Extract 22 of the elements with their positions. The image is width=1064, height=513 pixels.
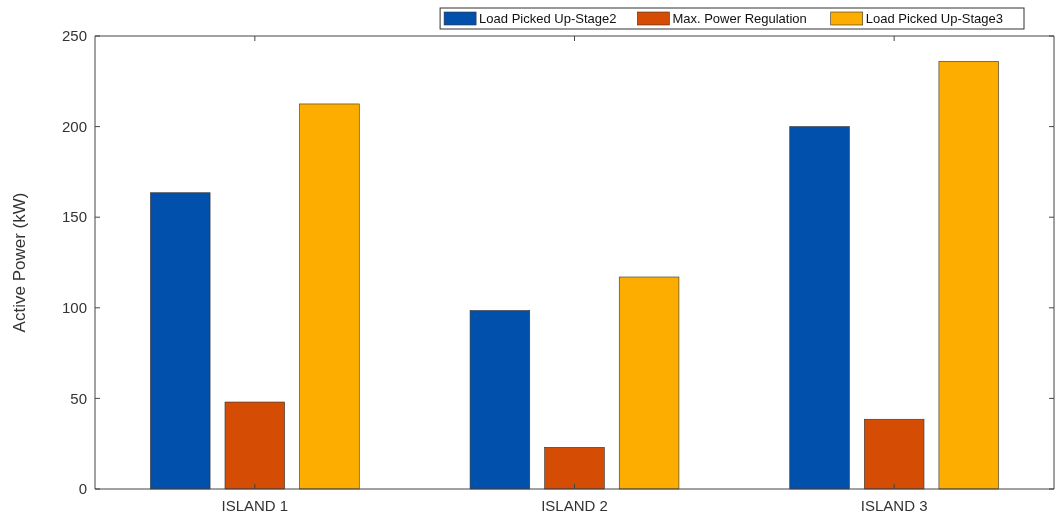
bar: [544, 447, 605, 490]
bar: [299, 103, 360, 490]
bar: [864, 418, 925, 490]
bar: [618, 276, 680, 490]
bar: [469, 310, 531, 490]
y-axis-title: Active Power (kW): [10, 192, 29, 333]
x-tick-label: ISLAND 2: [541, 497, 608, 513]
bar: [150, 192, 211, 490]
y-tick-label: 100: [61, 299, 87, 317]
y-tick-label: 0: [78, 480, 87, 498]
y-tick-label: 200: [61, 117, 87, 135]
legend-label: Max. Power Regulation: [672, 11, 807, 26]
legend-label: Load Picked Up-Stage2: [479, 11, 617, 26]
legend-label: Load Picked Up-Stage3: [865, 11, 1004, 26]
bar: [789, 126, 850, 490]
x-tick-label: ISLAND 1: [221, 497, 289, 513]
bar: [224, 401, 285, 490]
y-tick-label: 50: [70, 389, 87, 407]
y-tick-label: 250: [61, 27, 87, 45]
bar: [938, 61, 999, 490]
x-tick-label: ISLAND 3: [860, 497, 928, 513]
y-tick-label: 150: [61, 208, 87, 226]
